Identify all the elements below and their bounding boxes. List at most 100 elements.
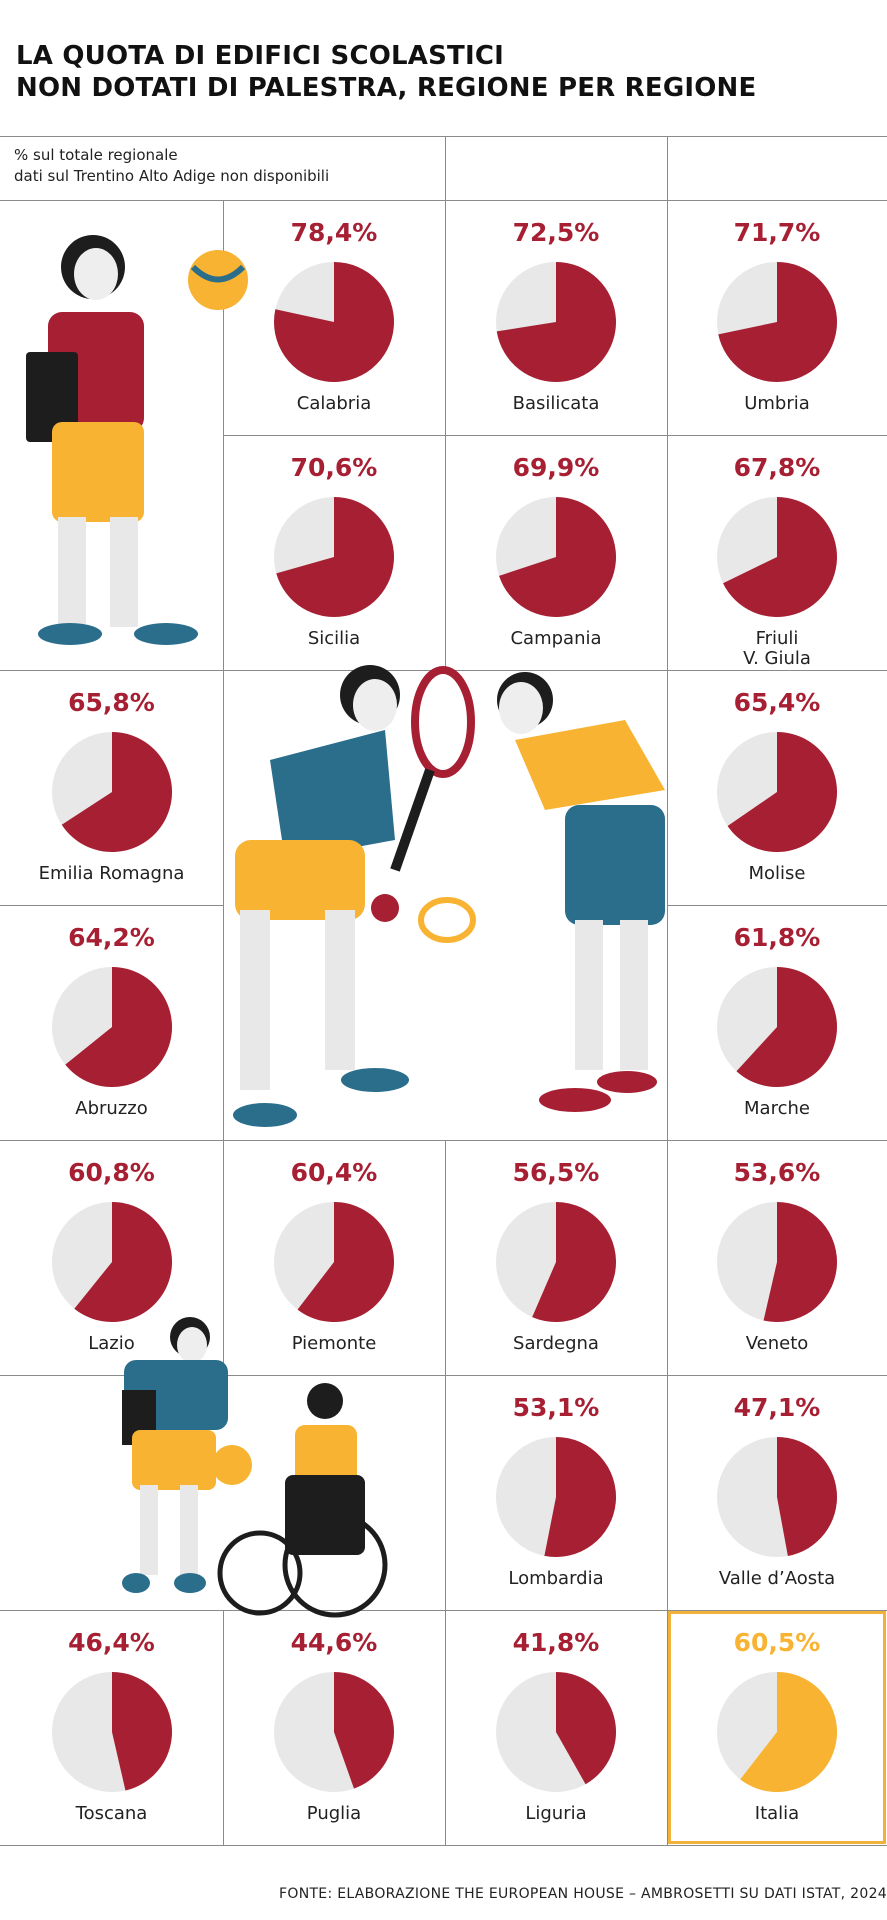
pie-cell: 60,4% Piemonte — [223, 1140, 445, 1375]
pie-slice-value — [740, 1672, 837, 1792]
pie-value-label: 53,6% — [733, 1158, 821, 1187]
pie-value-label: 44,6% — [290, 1628, 378, 1657]
region-label: Marche — [744, 1098, 810, 1119]
pie-cell: 46,4% Toscana — [0, 1610, 223, 1845]
source-note: FONTE: ELABORAZIONE THE EUROPEAN HOUSE –… — [279, 1886, 887, 1902]
grid-hline — [0, 1375, 887, 1376]
pie-cell: 53,1% Lombardia — [445, 1375, 667, 1610]
region-label: Molise — [748, 863, 806, 884]
pie-cell: 61,8% Marche — [667, 905, 887, 1140]
region-label: Lazio — [88, 1333, 135, 1354]
grid-hline — [0, 1610, 887, 1611]
pie-value-label: 72,5% — [512, 218, 600, 247]
pie-cell: 70,6% Sicilia — [223, 435, 445, 670]
note-missing-data: dati sul Trentino Alto Adige non disponi… — [14, 167, 330, 185]
pie-slice-value — [544, 1437, 616, 1557]
pie-cell: 60,5% Italia — [667, 1610, 887, 1845]
illustration-coach-with-ball — [26, 235, 248, 645]
pie-cell: 71,7% Umbria — [667, 200, 887, 435]
chart-note: % sul totale regionale dati sul Trentino… — [14, 145, 329, 187]
grid-hline — [0, 136, 887, 137]
pie-slice-value — [763, 1202, 837, 1322]
pie-chart — [717, 497, 837, 617]
pie-chart — [51, 1672, 172, 1792]
pie-value-label: 67,8% — [733, 453, 821, 482]
pie-chart — [51, 1202, 172, 1322]
pie-value-label: 70,6% — [290, 453, 378, 482]
pie-chart — [496, 262, 616, 382]
pie-value-label: 47,1% — [733, 1393, 821, 1422]
region-label: Sicilia — [307, 628, 361, 649]
pie-chart — [717, 1437, 838, 1557]
pie-value-label: 78,4% — [290, 218, 378, 247]
pie-value-label: 64,2% — [68, 923, 155, 952]
grid-hline — [667, 905, 887, 906]
pie-slice-value — [556, 1672, 616, 1785]
pie-value-label: 61,8% — [733, 923, 821, 952]
pie-chart — [717, 1672, 837, 1792]
pie-value-label: 71,7% — [733, 218, 821, 247]
pie-cell: 65,4% Molise — [667, 670, 887, 905]
pie-chart — [717, 262, 837, 382]
region-label: Friuli V. Giula — [743, 628, 811, 669]
pie-slice-value — [727, 732, 837, 852]
pie-chart — [51, 967, 172, 1087]
pie-value-label: 56,5% — [512, 1158, 600, 1187]
pie-cell: 67,8% Friuli V. Giula — [667, 435, 887, 670]
pie-cell: 69,9% Campania — [445, 435, 667, 670]
pie-slice-value — [334, 1672, 395, 1789]
pie-cell: 47,1% Valle d’Aosta — [667, 1375, 887, 1610]
pie-slice-value — [274, 262, 394, 382]
pie-slice-value — [276, 497, 394, 617]
pie-cell: 60,8% Lazio — [0, 1140, 223, 1375]
region-label: Puglia — [306, 1803, 362, 1824]
pie-value-label: 65,4% — [733, 688, 821, 717]
pie-value-label: 60,5% — [733, 1628, 821, 1657]
illustration-tennis-players — [233, 665, 665, 1127]
region-label: Abruzzo — [75, 1098, 148, 1119]
pie-value-label: 53,1% — [512, 1393, 600, 1422]
pie-slice-value — [499, 497, 616, 617]
region-label: Italia — [754, 1803, 800, 1824]
region-label: Piemonte — [291, 1333, 377, 1354]
pie-chart — [717, 967, 837, 1087]
pie-slice-value — [297, 1202, 394, 1322]
grid-vline — [223, 200, 224, 670]
pie-chart — [496, 1672, 616, 1792]
grid-vline — [445, 136, 446, 200]
pie-slice-value — [718, 262, 837, 382]
pie-chart — [274, 497, 394, 617]
grid-vline — [223, 1140, 224, 1375]
pie-cell: 41,8% Liguria — [445, 1610, 667, 1845]
grid-vline — [445, 200, 446, 670]
pie-cell: 56,5% Sardegna — [445, 1140, 667, 1375]
title-line-1: LA QUOTA DI EDIFICI SCOLASTICI — [16, 41, 505, 71]
pie-chart — [717, 732, 837, 852]
pie-chart — [496, 1202, 616, 1322]
region-label: Veneto — [745, 1333, 809, 1354]
highlight-frame — [668, 1611, 886, 1844]
pie-slice-value — [496, 262, 616, 382]
pie-slice-value — [777, 1437, 838, 1557]
grid-vline — [445, 1140, 446, 1845]
region-label: Toscana — [75, 1803, 148, 1824]
pie-slice-value — [736, 967, 837, 1087]
grid-vline — [667, 200, 668, 1845]
pie-slice-value — [111, 1672, 172, 1791]
grid-vline — [223, 1610, 224, 1845]
region-label: Campania — [510, 628, 602, 649]
pie-cell: 65,8% Emilia Romagna — [0, 670, 223, 905]
grid-vline — [667, 136, 668, 200]
grid-hline — [0, 1140, 887, 1141]
pie-cell: 72,5% Basilicata — [445, 200, 667, 435]
region-label: Calabria — [296, 393, 372, 414]
grid-hline — [0, 905, 223, 906]
grid-hline — [0, 200, 887, 201]
pie-slice-value — [73, 1202, 172, 1322]
region-label: Liguria — [525, 1803, 587, 1824]
note-unit: % sul totale regionale — [14, 146, 178, 164]
pie-slice-value — [723, 497, 837, 617]
grid-vline — [223, 670, 224, 1140]
region-label: Valle d’Aosta — [718, 1568, 836, 1589]
pie-chart — [496, 497, 616, 617]
